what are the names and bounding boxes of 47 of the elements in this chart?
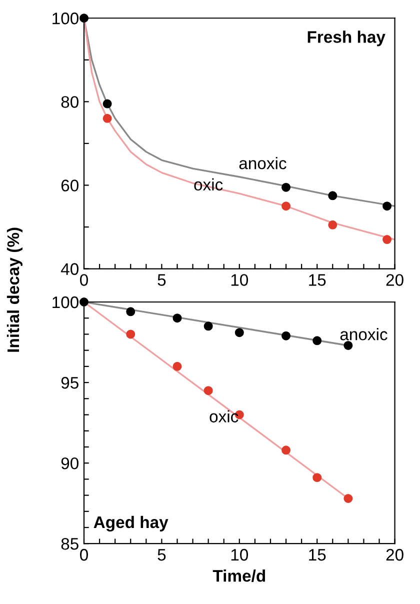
y-tick-label: 100 (52, 296, 78, 308)
point (344, 494, 353, 503)
point (234, 328, 244, 338)
point (282, 446, 291, 455)
point (312, 336, 322, 346)
point (312, 473, 322, 482)
annotation: anoxic (239, 156, 286, 170)
x-axis-title: Time/d (212, 570, 266, 582)
text: Fresh hay (308, 30, 386, 46)
x-tick-label: 15 (309, 274, 326, 286)
point (344, 340, 353, 350)
point (126, 307, 136, 316)
point (282, 202, 291, 211)
point (172, 362, 182, 371)
x-tick-label: 5 (158, 549, 166, 561)
y-tick-label: 40 (60, 263, 78, 275)
point (126, 330, 136, 339)
x-tick-label: 20 (386, 274, 404, 286)
y-axis-title: Initial decay (%) (6, 228, 22, 352)
x-tick-label: 20 (386, 548, 404, 561)
y-tick-label: 60 (61, 180, 78, 192)
point (382, 202, 392, 211)
x-tick-label: 0 (80, 274, 88, 286)
point (172, 314, 182, 323)
point (328, 191, 338, 200)
y-tick-label: 90 (61, 457, 78, 470)
x-tick-label: 10 (231, 274, 248, 286)
point (282, 182, 291, 192)
y-tick-label: 85 (61, 538, 78, 550)
point (204, 386, 213, 396)
point (328, 220, 338, 230)
y-tick-label: 80 (61, 96, 78, 108)
point (382, 235, 392, 244)
y-tick-label: 95 (61, 376, 78, 389)
annotation: oxic (194, 178, 223, 191)
point (204, 322, 213, 331)
annotation: oxic (210, 410, 238, 422)
x-tick-label: 15 (309, 549, 326, 561)
x-tick-label: 0 (80, 548, 88, 561)
x-tick-label: 5 (158, 274, 166, 286)
text: Aged hay (94, 516, 168, 532)
point (102, 114, 112, 123)
point (282, 331, 291, 340)
point (102, 99, 112, 108)
annotation: anoxic (340, 328, 388, 340)
x-tick-label: 10 (231, 548, 248, 561)
y-tick-label: 100 (52, 12, 78, 24)
